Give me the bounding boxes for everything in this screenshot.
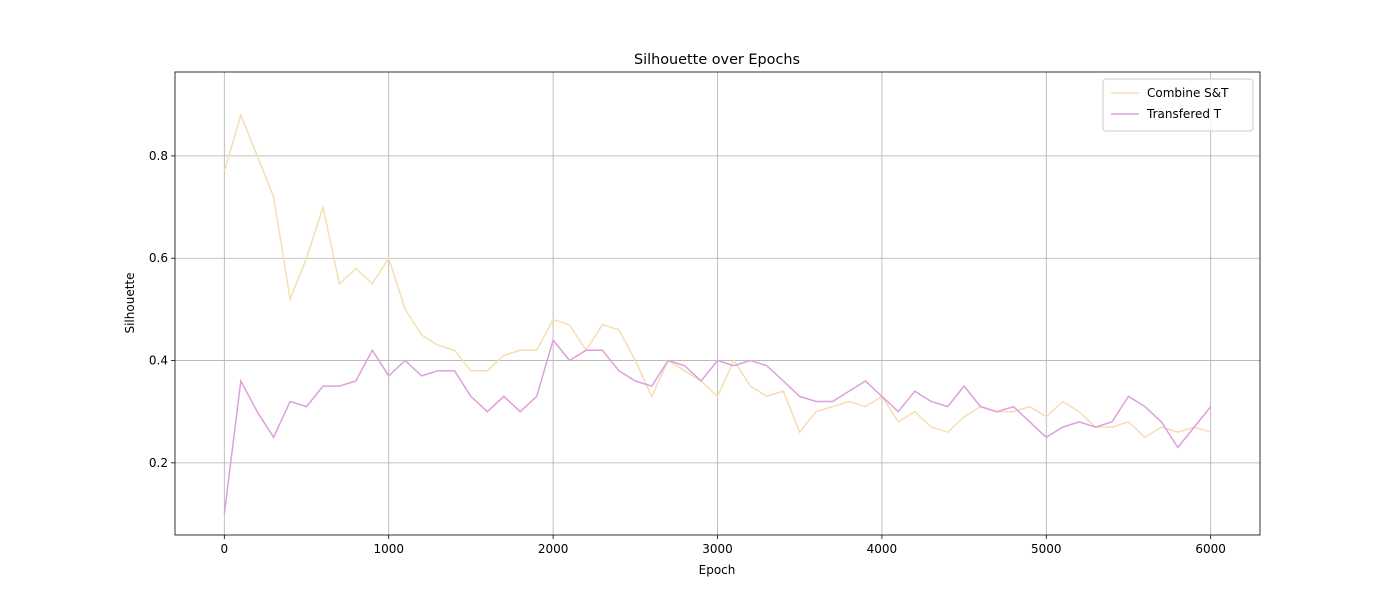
line-series <box>223 338 1212 515</box>
y-tick-label: 0.6 <box>149 251 168 265</box>
line-series <box>223 112 1211 439</box>
y-tick-label: 0.8 <box>149 149 168 163</box>
y-axis-label: Silhouette <box>123 272 137 333</box>
legend-label: Transfered T <box>1146 107 1222 121</box>
y-tick-label: 0.4 <box>149 354 168 368</box>
x-tick-label: 1000 <box>373 542 404 556</box>
y-tick-label: 0.2 <box>149 456 168 470</box>
x-tick-label: 3000 <box>702 542 733 556</box>
legend-box <box>1102 78 1254 132</box>
legend: Combine S&T Transfered T <box>1102 78 1254 132</box>
x-axis-label: Epoch <box>699 563 736 577</box>
chart-title: Silhouette over Epochs <box>634 52 800 68</box>
legend-label: Combine S&T <box>1147 86 1229 100</box>
plot-frame <box>174 71 1261 536</box>
x-tick-label: 2000 <box>538 542 569 556</box>
x-tick-label: 6000 <box>1195 542 1226 556</box>
x-tick-label: 0 <box>220 542 228 556</box>
x-tick-label: 5000 <box>1031 542 1062 556</box>
x-tick-label: 4000 <box>867 542 898 556</box>
